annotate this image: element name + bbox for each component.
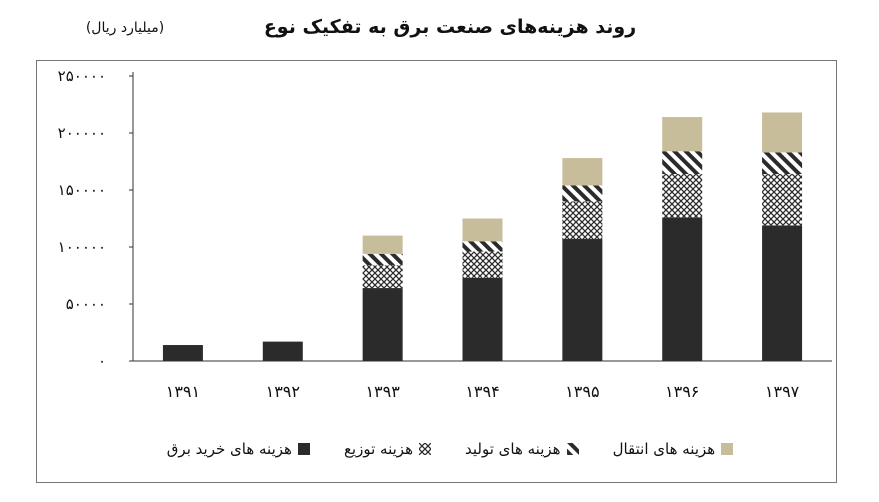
x-tick-label: ۱۳۹۱ xyxy=(166,382,200,401)
bar-segment-series-1 xyxy=(462,277,503,361)
legend-item: هزینه های خرید برق xyxy=(167,440,310,458)
legend-label: هزینه های خرید برق xyxy=(166,440,292,458)
chart-frame xyxy=(36,60,837,483)
x-tick-label: ۱۳۹۴ xyxy=(465,382,499,401)
legend-label: هزینه های تولید xyxy=(464,440,561,458)
x-tick-label: ۱۳۹۵ xyxy=(565,382,599,401)
legend-swatch xyxy=(721,443,734,455)
legend: هزینه های خرید برق هزینه توزیع هزینه های ت… xyxy=(110,436,790,462)
bar-segment-series-2 xyxy=(462,251,503,278)
bar-segment-series-1 xyxy=(162,345,203,361)
x-tick-label: ۱۳۹۶ xyxy=(665,382,699,401)
y-tick-labels: ۰ ۵۰۰۰۰ ۱۰۰۰۰۰ ۱۵۰۰۰۰ ۲۰۰۰۰۰ ۲۵۰۰۰۰ xyxy=(58,67,106,370)
x-tick-labels: ۱۳۹۱ ۱۳۹۲ ۱۳۹۳ ۱۳۹۴ ۱۳۹۵ ۱۳۹۶ ۱۳۹۷ xyxy=(166,382,800,401)
legend-item: هزینه های تولید xyxy=(465,440,579,458)
bar-segment-series-1 xyxy=(762,225,803,361)
bar-segment-series-4 xyxy=(362,235,403,254)
x-tick-label: ۱۳۹۳ xyxy=(365,382,400,401)
legend-swatch xyxy=(418,443,431,455)
x-tick-label: ۱۳۹۲ xyxy=(266,382,300,401)
bar-segment-series-3 xyxy=(362,253,403,266)
legend-swatch xyxy=(566,443,579,455)
bar-segment-series-4 xyxy=(662,117,703,152)
bar-segment-series-3 xyxy=(662,151,703,175)
bar-segment-series-4 xyxy=(762,112,803,153)
y-tick-label: ۲۰۰۰۰۰ xyxy=(58,124,106,142)
unit-note: (میلیارد ریال) xyxy=(85,20,165,36)
bar-segment-series-1 xyxy=(362,288,403,361)
legend-item: هزینه های انتقال xyxy=(613,440,734,458)
bar-segment-series-4 xyxy=(462,218,503,242)
y-tick-label: ۱۰۰۰۰۰ xyxy=(58,238,106,256)
legend-item: هزینه توزیع xyxy=(344,440,431,458)
bar-segment-series-3 xyxy=(562,185,603,202)
bar-segment-series-2 xyxy=(362,265,403,289)
bar-segment-series-3 xyxy=(762,152,803,175)
bar-segment-series-2 xyxy=(762,174,803,226)
y-tick-label: ۰ xyxy=(98,352,106,370)
bars-group xyxy=(162,112,803,361)
bar-segment-series-2 xyxy=(562,201,603,240)
y-tick-label: ۱۵۰۰۰۰ xyxy=(58,181,106,199)
y-tick-label: ۵۰۰۰۰ xyxy=(66,295,106,313)
bar-segment-series-1 xyxy=(262,341,303,361)
bar-segment-series-2 xyxy=(662,174,703,218)
bar-segment-series-1 xyxy=(662,217,703,361)
x-tick-label: ۱۳۹۷ xyxy=(765,382,800,401)
bar-segment-series-1 xyxy=(562,239,603,361)
legend-label: هزینه توزیع xyxy=(343,440,413,458)
legend-label: هزینه های انتقال xyxy=(612,440,716,458)
bar-segment-series-4 xyxy=(562,158,603,186)
legend-swatch xyxy=(297,443,310,455)
chart-title: روند هزینه‌های صنعت برق به تفکیک نوع xyxy=(263,16,637,38)
bar-segment-series-3 xyxy=(462,241,503,252)
y-tick-label: ۲۵۰۰۰۰ xyxy=(58,67,106,85)
